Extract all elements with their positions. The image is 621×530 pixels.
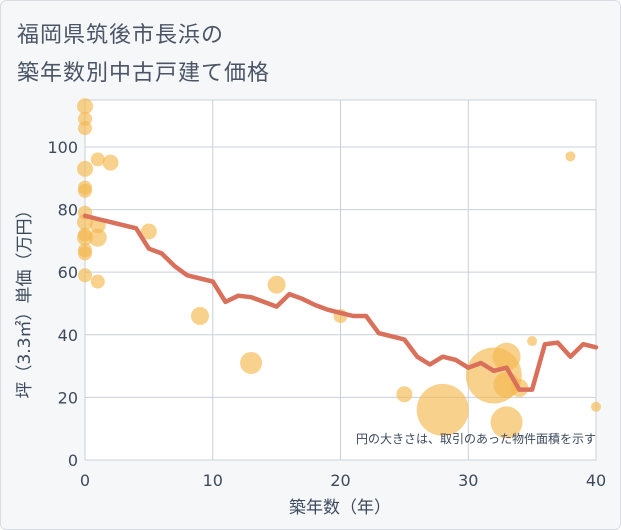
price-bubble: [77, 229, 93, 246]
chart-title-line2: 築年数別中古戸建て価格: [17, 61, 271, 86]
x-tick-label: 30: [458, 471, 478, 490]
price-bubble: [396, 386, 413, 403]
chart-title-line1: 福岡県筑後市長浜の: [17, 23, 225, 48]
x-axis-label: 築年数（年）: [289, 498, 391, 518]
y-tick-label: 60: [58, 263, 78, 282]
price-bubble: [78, 246, 92, 261]
price-bubble: [267, 275, 286, 294]
price-bubble: [565, 151, 576, 162]
price-bubble: [78, 183, 92, 198]
price-bubble: [591, 401, 601, 412]
y-tick-label: 100: [47, 138, 78, 157]
average-line-layer: [82, 213, 599, 392]
y-tick-label: 80: [58, 201, 78, 220]
price-bubble: [140, 223, 157, 240]
x-tick-label: 10: [203, 471, 223, 490]
price-bubble: [492, 342, 521, 371]
x-tick-label: 0: [80, 471, 90, 490]
price-bubble: [77, 160, 93, 177]
price-bubble: [88, 228, 107, 247]
price-bubble: [90, 274, 105, 289]
price-bubble: [90, 152, 105, 167]
y-axis-label: 坪（3.3㎡）単価（万円）: [15, 201, 35, 398]
x-tick-label: 20: [330, 471, 350, 490]
price-bubble: [78, 268, 92, 283]
price-bubble: [490, 406, 523, 439]
y-tick-label: 20: [58, 388, 78, 407]
y-tick-label: 40: [58, 326, 78, 345]
price-bubble: [190, 307, 209, 325]
price-bubble: [78, 121, 92, 136]
tick-labels: 0 10 20 30 40 0 20 40 60 80 100: [47, 138, 606, 490]
y-tick-label: 0: [68, 451, 78, 470]
price-bubble: [240, 351, 263, 374]
bubble-size-note: 円の大きさは、取引のあった物件面積を示す: [356, 431, 596, 446]
price-bubble: [527, 336, 538, 347]
price-bubble: [77, 98, 93, 115]
x-tick-label: 40: [586, 471, 606, 490]
price-bubble: [416, 383, 469, 436]
price-bubble: [102, 154, 119, 171]
average-price-line: [82, 213, 599, 392]
